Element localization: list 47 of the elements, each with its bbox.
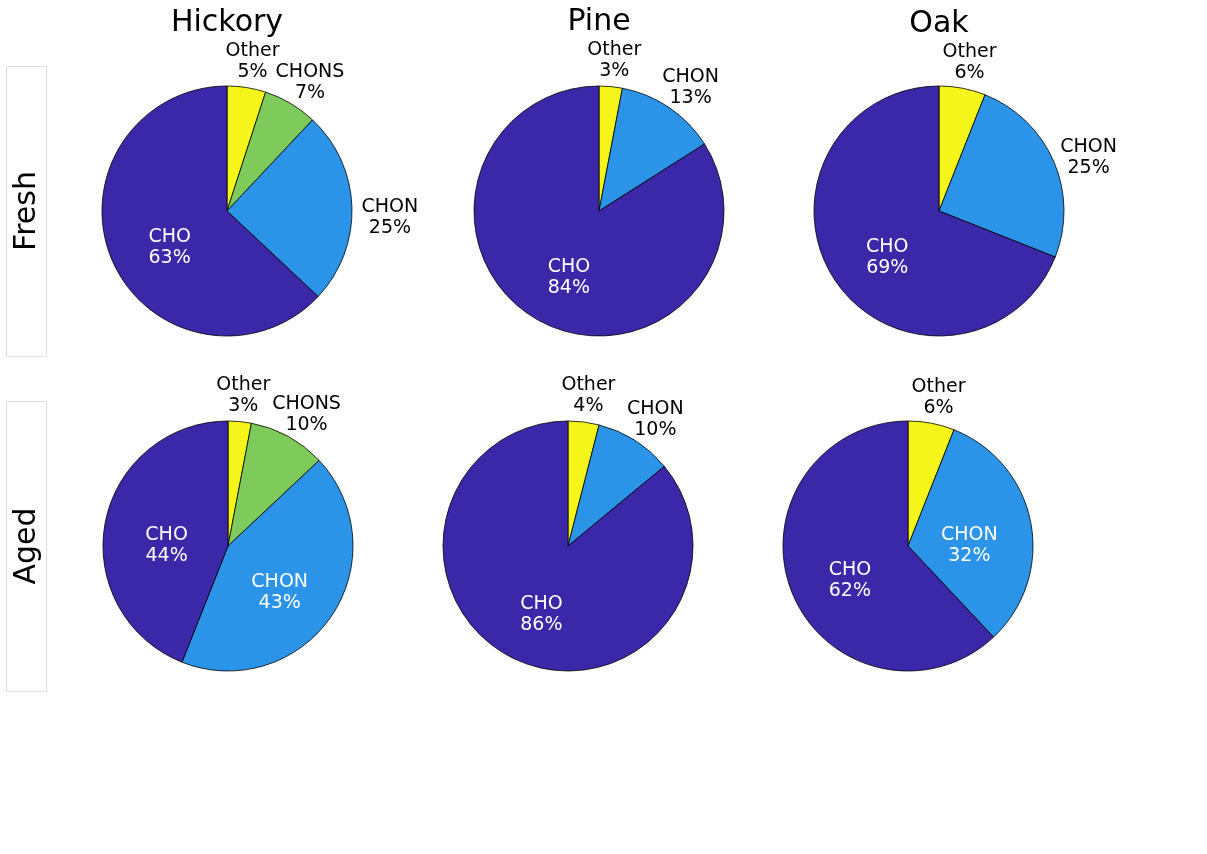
slice-label: Other	[561, 372, 616, 395]
chart-title: Pine	[567, 1, 631, 37]
slice-label: Other	[587, 36, 642, 59]
slice-label: CHON	[361, 193, 419, 216]
data-label: 62%	[828, 578, 872, 601]
slice-label: CHONS	[272, 391, 341, 414]
chart-title: Hickory	[170, 3, 284, 39]
slice-label: CHO	[520, 590, 563, 613]
pie-slice	[442, 420, 694, 672]
slice-label: CHON	[941, 522, 998, 545]
chart-title: Oak	[909, 3, 970, 39]
data-label: 86%	[520, 611, 563, 634]
data-label: 10%	[285, 412, 328, 435]
data-label: 44%	[145, 543, 188, 566]
slice-label: CHO	[866, 234, 909, 257]
slice-label: CHON	[626, 396, 684, 419]
data-label: 43%	[258, 590, 301, 613]
data-label: 3%	[228, 392, 259, 415]
data-label: 6%	[923, 394, 954, 417]
text: Fresh	[7, 171, 42, 251]
slice-label: CHON	[251, 569, 309, 592]
slice-label: Other	[911, 373, 966, 396]
slice-label: CHON	[662, 64, 719, 87]
slice-label: CHO	[148, 223, 191, 246]
slice-label: Other	[225, 38, 280, 61]
data-label: 5%	[237, 59, 268, 82]
data-label: 3%	[599, 57, 630, 80]
pie-slice	[473, 85, 725, 337]
slice-label: Other	[216, 371, 271, 394]
data-label: 63%	[148, 244, 191, 267]
data-label: 10%	[634, 417, 677, 440]
data-label: 4%	[573, 393, 604, 416]
data-label: 7%	[294, 79, 326, 102]
data-label: 25%	[1067, 155, 1110, 178]
slice-label: CHO	[547, 253, 591, 276]
slice-label: CHONS	[275, 58, 345, 81]
data-label: 13%	[669, 85, 712, 108]
data-label: 84%	[547, 274, 591, 297]
data-label: 25%	[368, 214, 412, 237]
slice-label: CHO	[145, 522, 188, 545]
slice-label: CHON	[1060, 134, 1117, 157]
slice-label: Other	[942, 38, 997, 61]
data-label: 6%	[954, 59, 985, 82]
text: Aged	[7, 507, 42, 585]
data-label: 69%	[866, 255, 909, 278]
data-label: 32%	[948, 543, 991, 566]
slice-label: CHO	[828, 557, 872, 580]
